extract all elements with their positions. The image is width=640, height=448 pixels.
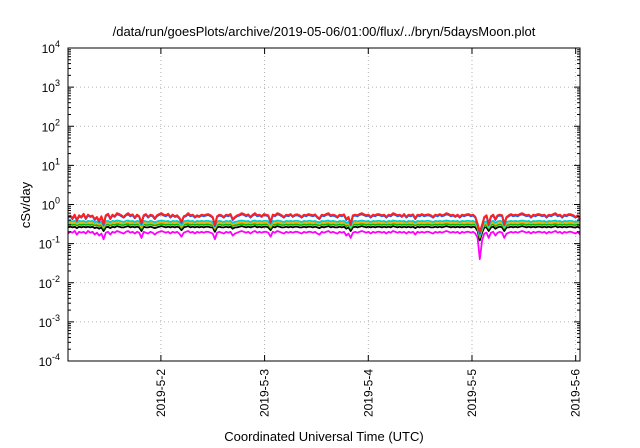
- y-tick-label: 10-1: [39, 235, 60, 252]
- x-tick-label: 2019-5-4: [361, 369, 375, 417]
- y-tick-label: 10-2: [39, 274, 60, 291]
- y-tick-label: 101: [42, 156, 60, 173]
- x-axis-ticks: 2019-5-2 2019-5-3 2019-5-4 2019-5-5 2019-5-6: [154, 48, 583, 417]
- x-axis-label: Coordinated Universal Time (UTC): [224, 429, 423, 444]
- series-line-6: [67, 212, 581, 233]
- y-tick-label: 104: [42, 39, 60, 56]
- y-axis-label: cSv/day: [18, 181, 33, 228]
- series-line-3: [67, 221, 581, 238]
- series-group: [67, 212, 581, 261]
- series-line-0: [67, 230, 581, 261]
- y-axis-ticks: 10-4 10-3 10-2 10-1 100 101 102 103 104: [39, 39, 580, 369]
- y-tick-label: 100: [42, 196, 60, 213]
- y-tick-label: 103: [42, 78, 60, 95]
- x-tick-label: 2019-5-5: [465, 369, 479, 417]
- x-tick-label: 2019-5-6: [569, 369, 583, 417]
- y-tick-label: 10-4: [39, 352, 60, 369]
- y-tick-label: 10-3: [39, 313, 60, 330]
- series-line-4: [67, 219, 581, 237]
- series-line-1: [67, 225, 581, 242]
- series-line-2: [67, 222, 581, 239]
- y-tick-label: 102: [42, 117, 60, 134]
- grid-lines: [68, 48, 580, 361]
- chart-title: /data/run/goesPlots/archive/2019-05-06/0…: [113, 24, 536, 39]
- x-tick-label: 2019-5-2: [154, 369, 168, 417]
- x-tick-label: 2019-5-3: [258, 369, 272, 417]
